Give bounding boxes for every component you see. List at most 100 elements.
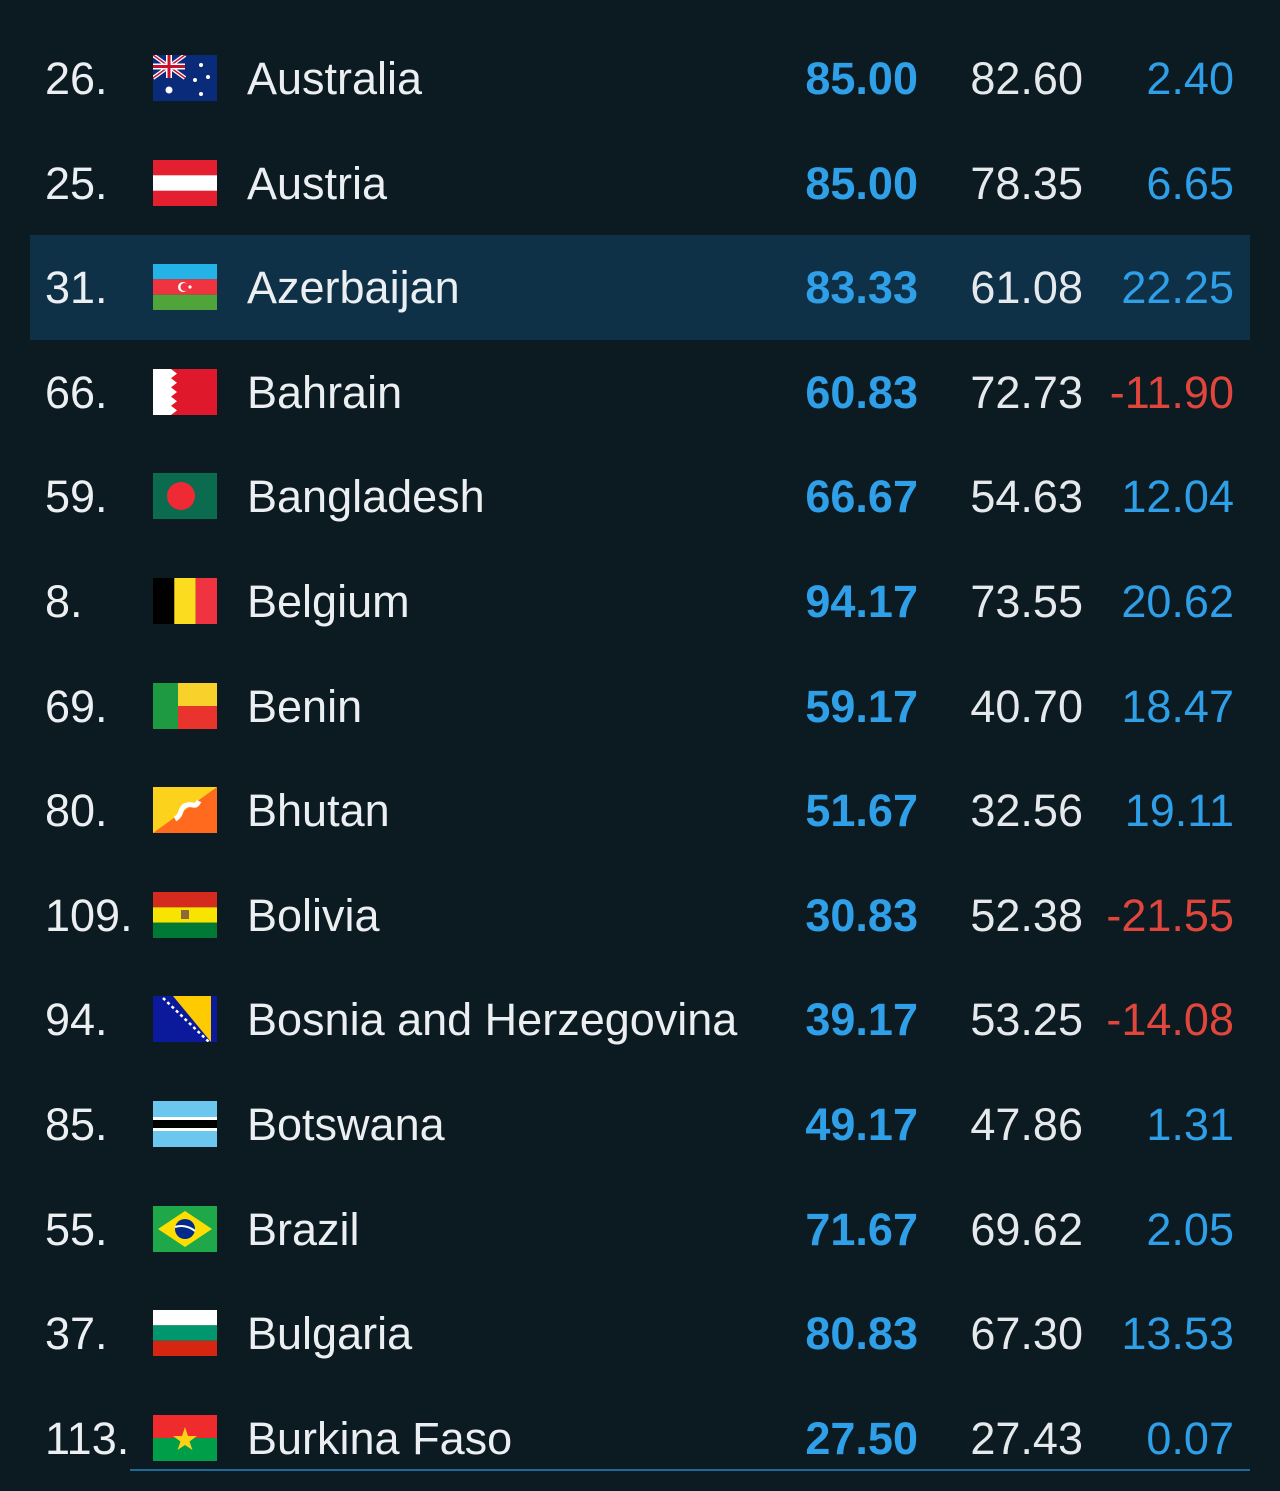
score: 83.33 [805, 262, 918, 314]
flag-icon [153, 55, 217, 101]
score-change: -21.55 [1106, 889, 1234, 941]
score: 85.00 [805, 157, 918, 209]
score-change: 18.47 [1121, 680, 1234, 732]
rank: 59. [45, 471, 108, 523]
country-name: Bahrain [247, 366, 403, 418]
previous-score: 40.70 [970, 680, 1083, 732]
country-name: Australia [247, 53, 423, 104]
rank: 113. [45, 1412, 130, 1464]
rank: 31. [45, 262, 108, 314]
score: 66.67 [805, 471, 918, 523]
rank: 109. [45, 889, 133, 941]
flag-icon [153, 1101, 217, 1147]
score-change: 22.25 [1121, 262, 1234, 314]
flag-icon [153, 891, 217, 938]
flag-icon [153, 264, 217, 311]
score-change: 2.40 [1146, 53, 1234, 104]
score: 60.83 [805, 366, 918, 418]
previous-score: 67.30 [970, 1308, 1083, 1360]
country-name: Bhutan [247, 785, 390, 837]
previous-score: 47.86 [970, 1099, 1083, 1150]
previous-score: 82.60 [970, 53, 1083, 104]
score-change: 6.65 [1146, 157, 1234, 209]
table-row: 25. Austria 85.00 78.35 6.65 [30, 131, 1250, 236]
previous-score: 72.73 [970, 366, 1083, 418]
flag-icon [153, 159, 217, 206]
score-change: 12.04 [1121, 471, 1234, 523]
flag-icon [153, 368, 217, 415]
score-change: 1.31 [1146, 1099, 1234, 1150]
country-name: Bangladesh [247, 471, 485, 523]
score-change: -11.90 [1109, 366, 1234, 418]
table-row: 26. Australia 85.00 82.60 2.40 [30, 26, 1250, 131]
previous-score: 78.35 [970, 157, 1083, 209]
score: 80.83 [805, 1308, 918, 1360]
country-name: Bulgaria [247, 1308, 413, 1360]
rank: 8. [45, 576, 83, 627]
table-row: 59. Bangladesh 66.67 54.63 12.04 [30, 444, 1250, 549]
table-row: 55. Brazil 71.67 69.62 2.05 [30, 1177, 1250, 1282]
rank: 55. [45, 1203, 108, 1255]
flag-icon [153, 1310, 217, 1357]
rank: 94. [45, 994, 108, 1046]
score-change: 2.05 [1146, 1203, 1234, 1255]
divider [130, 1469, 1250, 1471]
rank: 37. [45, 1308, 108, 1360]
previous-score: 54.63 [970, 471, 1083, 523]
flag-icon [153, 787, 217, 834]
country-name: Burkina Faso [247, 1412, 513, 1464]
score: 71.67 [805, 1203, 918, 1255]
country-name: Bolivia [247, 889, 380, 941]
flag-icon [153, 578, 217, 624]
flag-icon [153, 1205, 217, 1252]
flag-icon [153, 473, 217, 520]
score: 27.50 [805, 1412, 918, 1464]
previous-score: 27.43 [970, 1412, 1083, 1464]
country-name: Azerbaijan [247, 262, 460, 314]
table-row: 85. Botswana 49.17 47.86 1.31 [30, 1072, 1250, 1177]
score-change: -14.08 [1106, 994, 1234, 1046]
table-row: 31. Azerbaijan 83.33 61.08 22.25 [30, 235, 1250, 341]
score-change: 19.11 [1124, 785, 1234, 837]
flag-icon [153, 1414, 217, 1461]
score: 85.00 [805, 53, 918, 104]
score-change: 0.07 [1146, 1412, 1234, 1464]
previous-score: 61.08 [970, 262, 1083, 314]
table-row: 8. Belgium 94.17 73.55 20.62 [30, 549, 1250, 654]
table-row: 94. Bosnia and Herzegovina 39.17 53.25 -14.0… [30, 967, 1250, 1072]
previous-score: 53.25 [970, 994, 1083, 1046]
table-row: 66. Bahrain 60.83 72.73 -11.90 [30, 340, 1250, 445]
previous-score: 52.38 [970, 889, 1083, 941]
rank: 66. [45, 366, 108, 418]
previous-score: 73.55 [970, 576, 1083, 627]
table-row: 109. Bolivia 30.83 52.38 -21.55 [30, 863, 1250, 968]
rank: 80. [45, 785, 108, 837]
country-name: Bosnia and Herzegovina [247, 994, 738, 1046]
country-name: Austria [247, 157, 388, 209]
rank: 69. [45, 680, 108, 732]
country-name: Belgium [247, 576, 410, 627]
flag-icon [153, 996, 217, 1043]
previous-score: 32.56 [970, 785, 1083, 837]
flag-icon [153, 682, 217, 729]
score: 39.17 [805, 994, 918, 1046]
rank: 26. [45, 53, 108, 104]
score: 30.83 [805, 889, 918, 941]
country-name: Botswana [247, 1099, 445, 1150]
score-change: 20.62 [1121, 576, 1234, 627]
score: 59.17 [805, 680, 918, 732]
table-row: 69. Benin 59.17 40.70 18.47 [30, 654, 1250, 759]
country-name: Benin [247, 680, 363, 732]
score: 51.67 [805, 785, 918, 837]
country-name: Brazil [247, 1203, 360, 1255]
rank: 85. [45, 1099, 108, 1150]
table-row: 37. Bulgaria 80.83 67.30 13.53 [30, 1281, 1250, 1386]
table-row: 80. Bhutan 51.67 32.56 19.11 [30, 758, 1250, 863]
score: 49.17 [805, 1099, 918, 1150]
table-row: 113. Burkina Faso 27.50 27.43 0.07 [30, 1386, 1250, 1491]
rank: 25. [45, 157, 108, 209]
previous-score: 69.62 [970, 1203, 1083, 1255]
score: 94.17 [805, 576, 918, 627]
